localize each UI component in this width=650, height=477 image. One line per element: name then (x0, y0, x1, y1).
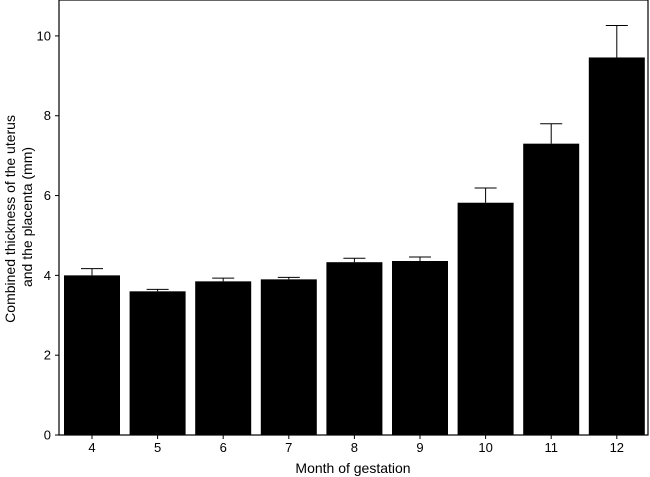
error-bar-month-7 (277, 276, 300, 280)
error-bar-month-5 (146, 288, 169, 292)
x-tick-label-8: 8 (351, 440, 358, 455)
error-bar-month-4 (81, 268, 103, 276)
x-tick-label-12: 12 (610, 440, 624, 455)
bar-month-9 (392, 261, 448, 435)
y-tick-label-0: 0 (44, 428, 51, 443)
error-bars-group (81, 25, 628, 292)
x-tick-label-5: 5 (154, 440, 161, 455)
bars-group (64, 57, 645, 435)
bar-month-6 (195, 281, 252, 435)
bar-month-8 (326, 262, 383, 435)
x-tick-label-10: 10 (478, 440, 492, 455)
x-tick-label-9: 9 (416, 440, 423, 455)
y-tick-label-8: 8 (44, 108, 51, 123)
y-axis-title-line-2: and the placenta (mm) (19, 147, 35, 287)
error-bar-month-6 (212, 277, 235, 282)
x-tick-label-7: 7 (285, 440, 292, 455)
error-bar-month-12 (605, 25, 628, 58)
bar-month-10 (457, 202, 514, 435)
error-bar-month-8 (343, 257, 366, 263)
y-tick-label-10: 10 (37, 28, 51, 43)
y-tick-label-6: 6 (44, 188, 51, 203)
y-tick-label-2: 2 (44, 348, 51, 363)
bar-month-12 (588, 57, 645, 435)
bar-month-4 (64, 275, 120, 435)
y-axis-ticks: 0 2 4 6 8 10 (37, 28, 59, 443)
bar-month-5 (129, 291, 186, 435)
x-axis-title: Month of gestation (295, 460, 410, 476)
y-tick-label-4: 4 (44, 268, 51, 283)
x-axis-ticks: 4 5 6 7 8 9 10 11 12 (88, 435, 624, 455)
x-tick-label-11: 11 (544, 440, 558, 455)
bar-month-7 (260, 279, 317, 435)
x-tick-label-4: 4 (88, 440, 95, 455)
y-axis-title-line-1: Combined thickness of the uterus (2, 115, 18, 323)
error-bar-month-10 (474, 187, 497, 203)
error-bar-month-11 (540, 123, 563, 144)
x-tick-label-6: 6 (220, 440, 227, 455)
bar-month-11 (523, 143, 580, 435)
y-axis-title: Combined thickness of the uterus and the… (2, 111, 35, 323)
error-bar-month-9 (409, 256, 431, 261)
